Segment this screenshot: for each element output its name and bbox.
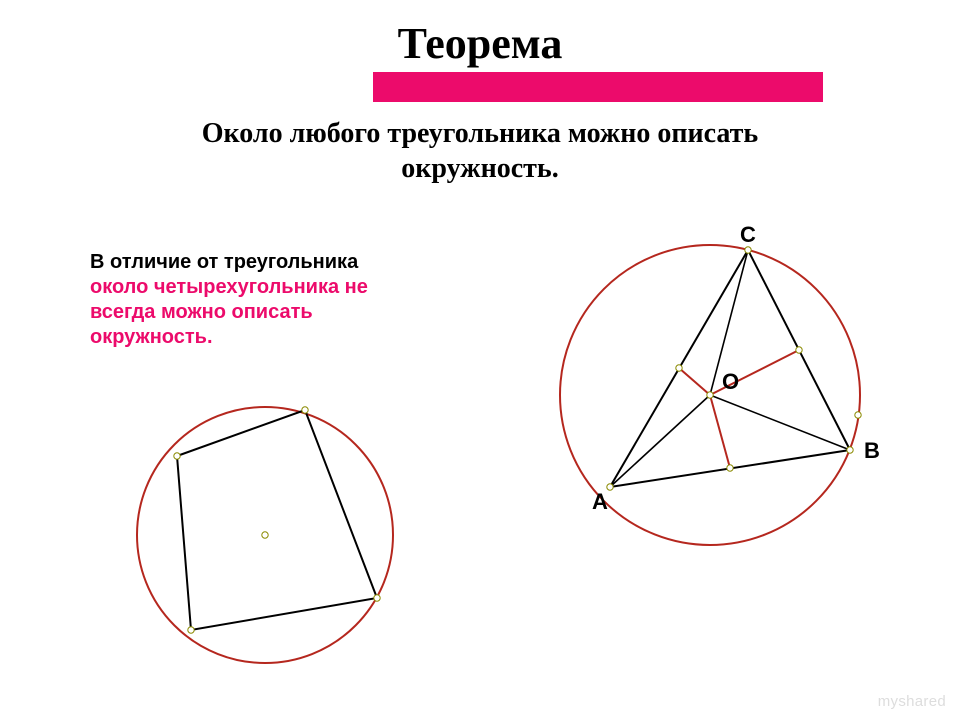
title-wrap: Теорема bbox=[0, 18, 960, 69]
note-line2a: около четырехугольника не bbox=[90, 276, 368, 298]
svg-text:О: О bbox=[722, 369, 739, 394]
theorem-statement: Около любого треугольника можно описать … bbox=[0, 116, 960, 186]
note-block: В отличие от треугольника около четыреху… bbox=[90, 250, 450, 350]
subtitle-line2: окружность. bbox=[401, 153, 558, 184]
note-line1: В отличие от треугольника bbox=[90, 251, 358, 273]
svg-text:С: С bbox=[740, 225, 756, 247]
watermark: myshared bbox=[878, 693, 946, 710]
note-line2b: всегда можно описать bbox=[90, 301, 313, 323]
quadrilateral-diagram bbox=[115, 390, 415, 690]
note-line2c: окружность. bbox=[90, 326, 213, 348]
svg-text:В: В bbox=[864, 438, 880, 463]
subtitle-line1: Около любого треугольника можно описать bbox=[202, 118, 759, 149]
accent-bar bbox=[373, 72, 823, 102]
svg-text:А: А bbox=[592, 489, 608, 514]
page-title: Теорема bbox=[398, 19, 563, 68]
triangle-diagram: А В С О bbox=[530, 225, 890, 565]
